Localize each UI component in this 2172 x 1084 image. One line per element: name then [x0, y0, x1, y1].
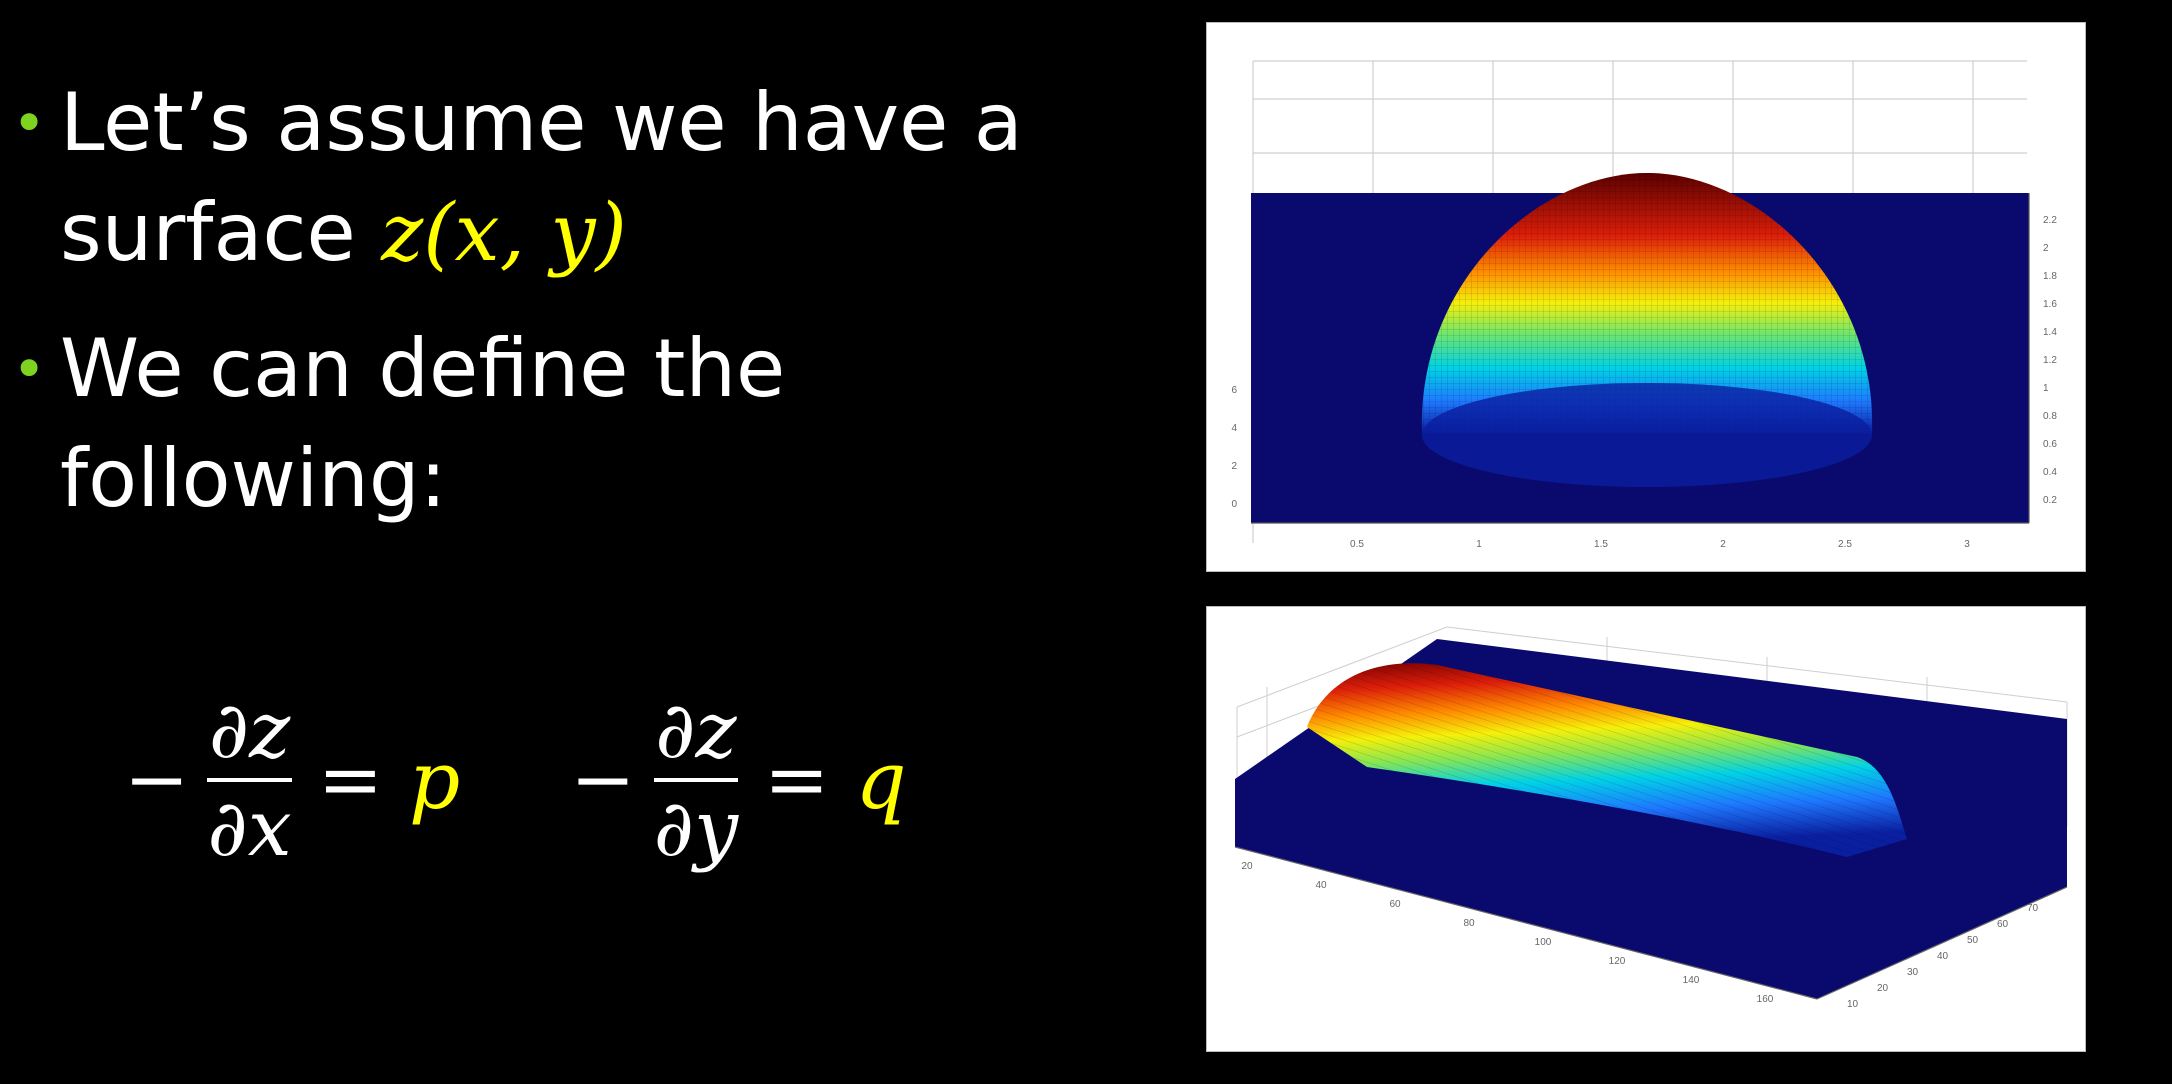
bullet-item: • We can define the following: [10, 314, 1160, 534]
x-tick-labels: 0.5 1 1.5 2 2.5 3 [1350, 539, 1970, 550]
y-tick-label: 2.2 [2043, 215, 2057, 226]
left-tick-label: 2 [1231, 461, 1237, 472]
y-tick-label: 20 [1877, 983, 1889, 994]
x-tick-label: 120 [1609, 956, 1626, 967]
y-tick-label: 0.2 [2043, 495, 2057, 506]
rhs-variable: q [855, 733, 907, 827]
x-tick-labels: 20 40 60 80 100 120 140 160 [1241, 861, 1773, 1005]
y-tick-label: 0.8 [2043, 411, 2057, 422]
y-tick-labels: 2.2 2 1.8 1.6 1.4 1.2 1 0.8 0.6 0.4 0.2 [2043, 215, 2057, 506]
left-tick-labels: 6 4 2 0 [1231, 385, 1237, 510]
rhs-variable: p [409, 733, 461, 827]
ridge-figure: 20 40 60 80 100 120 140 160 10 20 30 40 50 60 70 [1206, 606, 2086, 1052]
y-tick-label: 50 [1967, 935, 1979, 946]
x-tick-label: 160 [1757, 994, 1774, 1005]
x-tick-label: 0.5 [1350, 539, 1364, 550]
fraction: ∂z ∂x [207, 684, 292, 876]
bullet-item: • Let’s assume we have a surface z(x, y) [10, 68, 1160, 288]
x-tick-label: 20 [1241, 861, 1253, 872]
fraction: ∂z ∂y [653, 684, 739, 876]
denominator: ∂y [653, 784, 739, 874]
left-tick-label: 4 [1231, 423, 1237, 434]
bullet-text: Let’s assume we have a surface [60, 76, 1023, 279]
numerator: ∂z [655, 686, 737, 776]
left-tick-label: 6 [1231, 385, 1237, 396]
y-tick-label: 2 [2043, 243, 2049, 254]
y-tick-label: 70 [2027, 903, 2039, 914]
grid-lines [1252, 60, 2027, 543]
y-tick-label: 60 [1997, 919, 2009, 930]
numerator: ∂z [208, 686, 291, 776]
x-tick-label: 40 [1315, 880, 1327, 891]
equals-sign: = [764, 735, 830, 825]
y-tick-label: 30 [1907, 967, 1919, 978]
x-tick-label: 140 [1683, 975, 1700, 986]
minus-sign: − [124, 735, 190, 825]
x-tick-label: 1 [1476, 539, 1482, 550]
bullet-dot: • [12, 335, 47, 403]
fraction-bar [207, 778, 292, 782]
equation-row: − ∂z ∂x = p − ∂z ∂y = q [124, 660, 907, 900]
y-tick-label: 1 [2043, 383, 2049, 394]
x-tick-label: 2.5 [1838, 539, 1852, 550]
y-tick-label: 0.4 [2043, 467, 2057, 478]
y-tick-label: 1.8 [2043, 271, 2057, 282]
minus-sign: − [570, 735, 636, 825]
ridge-surface [1307, 663, 1907, 857]
x-tick-label: 100 [1535, 937, 1552, 948]
equation-dzdy: − ∂z ∂y = q [570, 684, 906, 876]
bullet-text: We can define the following: [60, 322, 786, 525]
denominator: ∂x [207, 784, 292, 874]
fraction-bar [653, 778, 739, 782]
tick-marks [1234, 846, 2068, 1000]
x-tick-label: 2 [1720, 539, 1726, 550]
math-expression: z(x, y) [381, 186, 627, 279]
bullet-dot: • [12, 89, 47, 157]
left-tick-label: 0 [1231, 499, 1237, 510]
equals-sign: = [317, 735, 384, 825]
hemisphere-surface [1421, 173, 1873, 487]
hemisphere-figure: 0.5 1 1.5 2 2.5 3 2.2 2 1.8 1.6 1.4 1.2 1 0.8 0.6 0.4 0… [1206, 22, 2086, 572]
y-tick-label: 10 [1847, 999, 1859, 1010]
y-tick-label: 1.4 [2043, 327, 2057, 338]
y-tick-labels: 10 20 30 40 50 60 70 [1847, 903, 2039, 1010]
y-tick-label: 40 [1937, 951, 1949, 962]
ridge-plot: 20 40 60 80 100 120 140 160 10 20 30 40 50 60 70 [1234, 626, 2068, 1010]
x-tick-label: 3 [1964, 539, 1970, 550]
y-tick-label: 1.6 [2043, 299, 2057, 310]
equation-dzdx: − ∂z ∂x = p [124, 684, 460, 876]
tick-marks [1251, 193, 2030, 524]
x-tick-label: 60 [1389, 899, 1401, 910]
bullet-list: • Let’s assume we have a surface z(x, y)… [10, 68, 1160, 560]
y-tick-label: 0.6 [2043, 439, 2057, 450]
hemisphere-plot: 0.5 1 1.5 2 2.5 3 2.2 2 1.8 1.6 1.4 1.2 1 0.8 0.6 0.4 0… [1231, 60, 2057, 550]
y-tick-label: 1.2 [2043, 355, 2057, 366]
x-tick-label: 1.5 [1594, 539, 1608, 550]
x-tick-label: 80 [1463, 918, 1475, 929]
